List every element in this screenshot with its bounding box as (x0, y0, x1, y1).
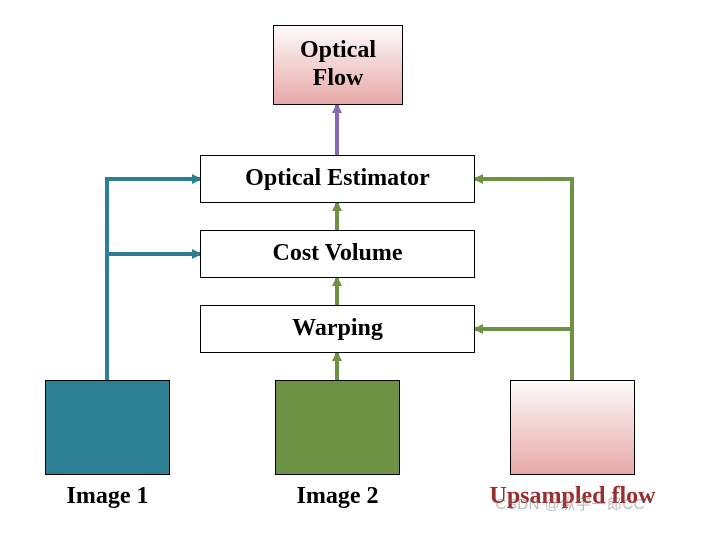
optical-flow-box: OpticalFlow (273, 25, 403, 105)
cost-volume-label: Cost Volume (272, 240, 402, 268)
watermark-text: CSDN @纵宇一郎CC (495, 493, 645, 514)
warping-label: Warping (292, 315, 383, 343)
image1-to-estimator (107, 179, 200, 380)
cost-volume-box: Cost Volume (200, 230, 475, 278)
optical-estimator-box: Optical Estimator (200, 155, 475, 203)
warping-box: Warping (200, 305, 475, 353)
optical-flow-label: OpticalFlow (300, 37, 376, 92)
image1-box (45, 380, 170, 475)
upsampled-to-estimator (475, 179, 572, 380)
image1-to-costvolume (107, 254, 200, 380)
optical-estimator-label: Optical Estimator (245, 165, 430, 193)
image2-label: Image 2 (228, 483, 448, 510)
upsampled-to-warping (475, 329, 572, 380)
image1-label: Image 1 (0, 483, 218, 510)
upsampled-flow-box (510, 380, 635, 475)
image2-box (275, 380, 400, 475)
